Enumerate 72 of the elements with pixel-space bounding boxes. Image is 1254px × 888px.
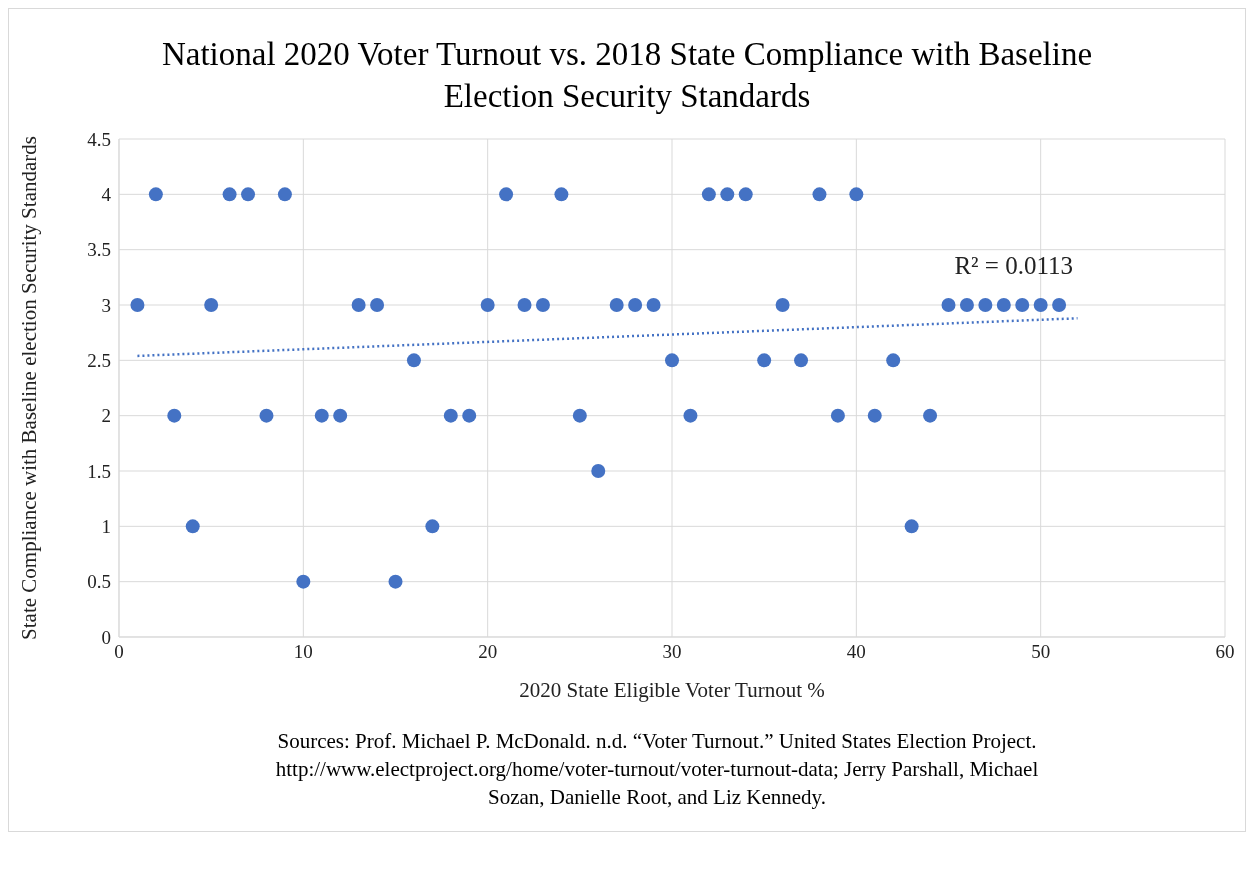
point xyxy=(204,298,219,312)
point xyxy=(535,298,550,312)
point xyxy=(277,187,292,202)
point xyxy=(296,574,311,589)
point xyxy=(259,408,274,423)
point xyxy=(314,408,329,423)
chart-title: National 2020 Voter Turnout vs. 2018 State Compliance with Baseline Election Security Standards xyxy=(160,35,1094,116)
point xyxy=(591,464,606,478)
point xyxy=(646,298,661,312)
x-tick-label: 60 xyxy=(1215,641,1235,663)
point xyxy=(333,408,348,423)
point xyxy=(720,187,735,202)
y-tick-label: 4.5 xyxy=(87,128,111,150)
point xyxy=(222,187,237,202)
y-tick-label: 4 xyxy=(101,184,112,206)
point xyxy=(572,408,587,423)
point xyxy=(886,353,901,368)
y-tick-label: 3.5 xyxy=(87,239,111,261)
point xyxy=(701,187,716,202)
point xyxy=(830,408,845,423)
point xyxy=(812,187,827,202)
point xyxy=(1015,298,1030,312)
point xyxy=(130,298,145,312)
point xyxy=(185,519,200,534)
y-tick-label: 2 xyxy=(101,405,111,427)
y-tick-label: 3 xyxy=(101,294,111,316)
y-tick-label: 1.5 xyxy=(87,460,111,482)
y-tick-label: 0 xyxy=(101,626,111,648)
point xyxy=(388,574,403,589)
x-tick-label: 50 xyxy=(1031,641,1051,663)
source-note: Sources: Prof. Michael P. McDonald. n.d. “Voter Turnout.” United States Election Project. http://www.electproject.org/home/voter-turnout/voter-turnout-data; Jerry Parshall, Michael Sozan, Danielle Root, and Liz Kennedy. xyxy=(274,728,1040,811)
y-tick-label: 0.5 xyxy=(87,571,111,593)
x-axis-title: 2020 State Eligible Voter Turnout % xyxy=(519,678,825,702)
x-tick-label: 30 xyxy=(662,641,682,663)
point xyxy=(665,353,679,368)
point xyxy=(554,187,569,202)
point xyxy=(738,187,753,202)
point xyxy=(996,298,1011,312)
point xyxy=(941,298,956,312)
point xyxy=(757,353,772,368)
x-tick-label: 10 xyxy=(293,641,313,663)
point xyxy=(978,298,993,312)
y-tick-label: 2.5 xyxy=(87,350,111,372)
point xyxy=(1033,298,1048,312)
point xyxy=(480,298,495,312)
point xyxy=(849,187,864,202)
point xyxy=(923,408,938,423)
point xyxy=(148,187,163,202)
point xyxy=(241,187,256,202)
point xyxy=(775,298,790,312)
point xyxy=(462,408,477,423)
y-axis-title: State Compliance with Baseline election Security Standards xyxy=(17,136,42,640)
point xyxy=(499,187,514,202)
x-tick-label: 20 xyxy=(478,641,498,663)
point xyxy=(370,298,385,312)
point xyxy=(517,298,532,312)
point xyxy=(683,408,698,423)
point xyxy=(867,408,882,423)
point xyxy=(1052,298,1067,312)
point xyxy=(443,408,458,423)
point xyxy=(167,408,182,423)
annotation: R² = 0.0113 xyxy=(954,251,1074,279)
point xyxy=(959,298,974,312)
point xyxy=(425,519,440,534)
point xyxy=(406,353,421,368)
y-tick-label: 1 xyxy=(101,516,111,538)
point xyxy=(794,353,809,368)
point xyxy=(904,519,919,534)
x-tick-label: 40 xyxy=(846,641,866,663)
point xyxy=(351,298,366,312)
point xyxy=(628,298,643,312)
point xyxy=(609,298,624,312)
